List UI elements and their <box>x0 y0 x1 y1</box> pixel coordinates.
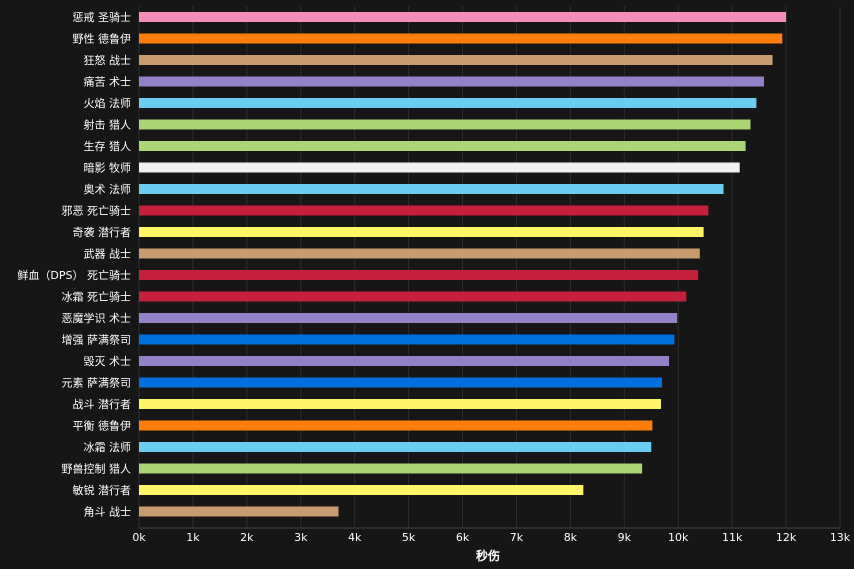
category-label: 奇袭 潜行者 <box>73 225 132 239</box>
category-label: 野兽控制 猎人 <box>62 462 132 476</box>
bar[interactable] <box>139 119 751 130</box>
category-label: 生存 猎人 <box>84 139 132 153</box>
category-label: 野性 德鲁伊 <box>73 32 132 46</box>
x-tick-label: 1k <box>186 531 200 544</box>
bar[interactable] <box>139 76 764 87</box>
bar[interactable] <box>139 98 757 108</box>
category-label: 平衡 德鲁伊 <box>73 419 132 433</box>
bar[interactable] <box>139 463 643 474</box>
category-label: 元素 萨满祭司 <box>62 377 132 390</box>
x-tick-label: 6k <box>456 531 470 544</box>
category-label: 毁灭 术士 <box>84 354 132 368</box>
category-label: 邪恶 死亡骑士 <box>62 204 132 218</box>
category-label: 敏锐 潜行者 <box>73 483 132 497</box>
category-label: 武器 战士 <box>84 248 132 261</box>
x-tick-label: 10k <box>668 531 689 544</box>
category-label: 冰霜 法师 <box>84 440 132 454</box>
bar[interactable] <box>139 442 652 452</box>
x-tick-label: 13k <box>830 531 851 544</box>
bar[interactable] <box>139 356 670 366</box>
category-label: 战斗 潜行者 <box>73 397 132 411</box>
x-tick-label: 0k <box>132 531 146 544</box>
category-label: 增强 萨满祭司 <box>62 333 132 347</box>
bar[interactable] <box>139 162 740 173</box>
category-label: 恶魔学识 术士 <box>62 311 132 325</box>
category-label: 惩戒 圣骑士 <box>73 11 132 24</box>
bar[interactable] <box>139 270 699 280</box>
bar[interactable] <box>139 506 339 517</box>
x-tick-label: 8k <box>564 531 578 544</box>
category-label: 射击 猎人 <box>84 118 132 132</box>
category-label: 痛苦 术士 <box>84 75 132 89</box>
bar[interactable] <box>139 55 773 65</box>
bar[interactable] <box>139 248 700 259</box>
category-label: 狂怒 战士 <box>84 53 132 67</box>
bar[interactable] <box>139 377 663 388</box>
category-label: 暗影 牧师 <box>84 161 132 175</box>
bar[interactable] <box>139 141 746 151</box>
x-tick-label: 3k <box>294 531 308 544</box>
x-tick-label: 7k <box>510 531 524 544</box>
bar[interactable] <box>139 334 675 345</box>
bar[interactable] <box>139 205 709 216</box>
bar[interactable] <box>139 291 687 302</box>
category-label: 鲜血（DPS） 死亡骑士 <box>17 268 131 282</box>
grid-lines <box>138 6 841 529</box>
x-tick-label: 9k <box>618 531 632 544</box>
x-axis-label: 秒伤 <box>476 548 500 563</box>
category-label: 火焰 法师 <box>84 96 132 110</box>
x-tick-label: 11k <box>722 531 743 544</box>
bar[interactable] <box>139 399 661 409</box>
bar[interactable] <box>139 227 704 237</box>
category-label: 冰霜 死亡骑士 <box>62 290 132 304</box>
x-tick-label: 12k <box>776 531 797 544</box>
x-tick-label: 5k <box>402 531 416 544</box>
x-tick-label: 2k <box>240 531 254 544</box>
bar[interactable] <box>139 12 787 22</box>
bar[interactable] <box>139 485 584 495</box>
bar[interactable] <box>139 184 724 194</box>
bar[interactable] <box>139 313 678 323</box>
bar[interactable] <box>139 420 653 431</box>
x-axis-ticks: 0k 1k 2k 3k 4k 5k 6k 7k 8k 9k 10k 11k 12k 13k <box>132 531 850 544</box>
category-label: 奥术 法师 <box>84 182 132 196</box>
bar[interactable] <box>139 33 783 44</box>
bars-group <box>139 12 787 517</box>
x-tick-label: 4k <box>348 531 362 544</box>
category-label: 角斗 战士 <box>84 506 132 519</box>
